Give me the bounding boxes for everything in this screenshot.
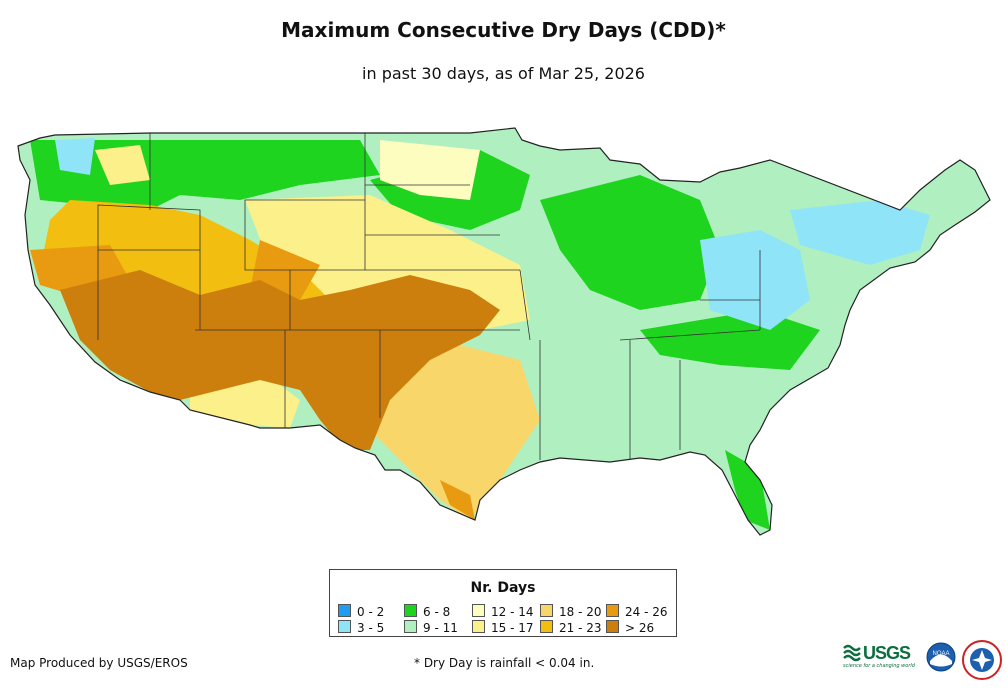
legend-swatch (404, 620, 417, 633)
legend-swatch (338, 604, 351, 617)
legend-swatch (540, 620, 553, 633)
usgs-wave-icon (843, 644, 861, 662)
map-subtitle: in past 30 days, as of Mar 25, 2026 (362, 64, 645, 83)
region-northeast-blue (790, 200, 930, 265)
legend-label: 12 - 14 (491, 605, 534, 619)
legend-item: > 26 (606, 620, 654, 635)
legend-swatch (606, 604, 619, 617)
legend: Nr. Days 0 - 2 3 - 5 6 - 8 9 - 11 12 - 1… (329, 569, 677, 637)
legend-label: 15 - 17 (491, 621, 534, 635)
region-southwest-brown (60, 270, 500, 450)
dry-day-footnote: * Dry Day is rainfall < 0.04 in. (414, 656, 595, 670)
map-credit: Map Produced by USGS/EROS (10, 656, 188, 670)
legend-label: > 26 (625, 621, 655, 635)
nws-logo (962, 640, 1002, 680)
legend-title: Nr. Days (470, 580, 536, 596)
legend-swatch (606, 620, 619, 633)
legend-label: 0 - 2 (357, 605, 385, 619)
legend-item: 21 - 23 (540, 620, 602, 635)
noaa-wordmark: NOAA (932, 651, 949, 657)
legend-item: 0 - 2 (338, 604, 384, 619)
legend-item: 6 - 8 (404, 604, 450, 619)
cdd-map (17, 127, 991, 536)
region-washington-blue (55, 138, 95, 175)
usgs-logo: USGS science for a changing world (843, 643, 919, 671)
legend-item: 3 - 5 (338, 620, 384, 635)
legend-swatch (404, 604, 417, 617)
legend-label: 6 - 8 (423, 605, 451, 619)
us-outline (17, 127, 991, 536)
legend-label: 18 - 20 (559, 605, 602, 619)
legend-swatch (472, 620, 485, 633)
noaa-logo: NOAA (926, 642, 956, 672)
legend-label: 24 - 26 (625, 605, 668, 619)
legend-swatch (338, 620, 351, 633)
legend-item: 9 - 11 (404, 620, 458, 635)
legend-label: 9 - 11 (423, 621, 458, 635)
legend-swatch (540, 604, 553, 617)
legend-label: 21 - 23 (559, 621, 602, 635)
legend-item: 18 - 20 (540, 604, 602, 619)
region-great-lakes-green (540, 175, 720, 310)
legend-item: 15 - 17 (472, 620, 534, 635)
legend-item: 12 - 14 (472, 604, 534, 619)
usgs-wordmark: USGS (863, 643, 911, 663)
legend-swatch (472, 604, 485, 617)
region-south-texas-orange (440, 480, 475, 520)
usgs-tagline: science for a changing world (843, 663, 915, 669)
legend-label: 3 - 5 (357, 621, 385, 635)
region-ohio-blue (700, 230, 810, 330)
map-title: Maximum Consecutive Dry Days (CDD)* (281, 18, 726, 42)
legend-item: 24 - 26 (606, 604, 668, 619)
region-washington-yellow (95, 145, 150, 185)
state-boundaries (97, 133, 761, 460)
